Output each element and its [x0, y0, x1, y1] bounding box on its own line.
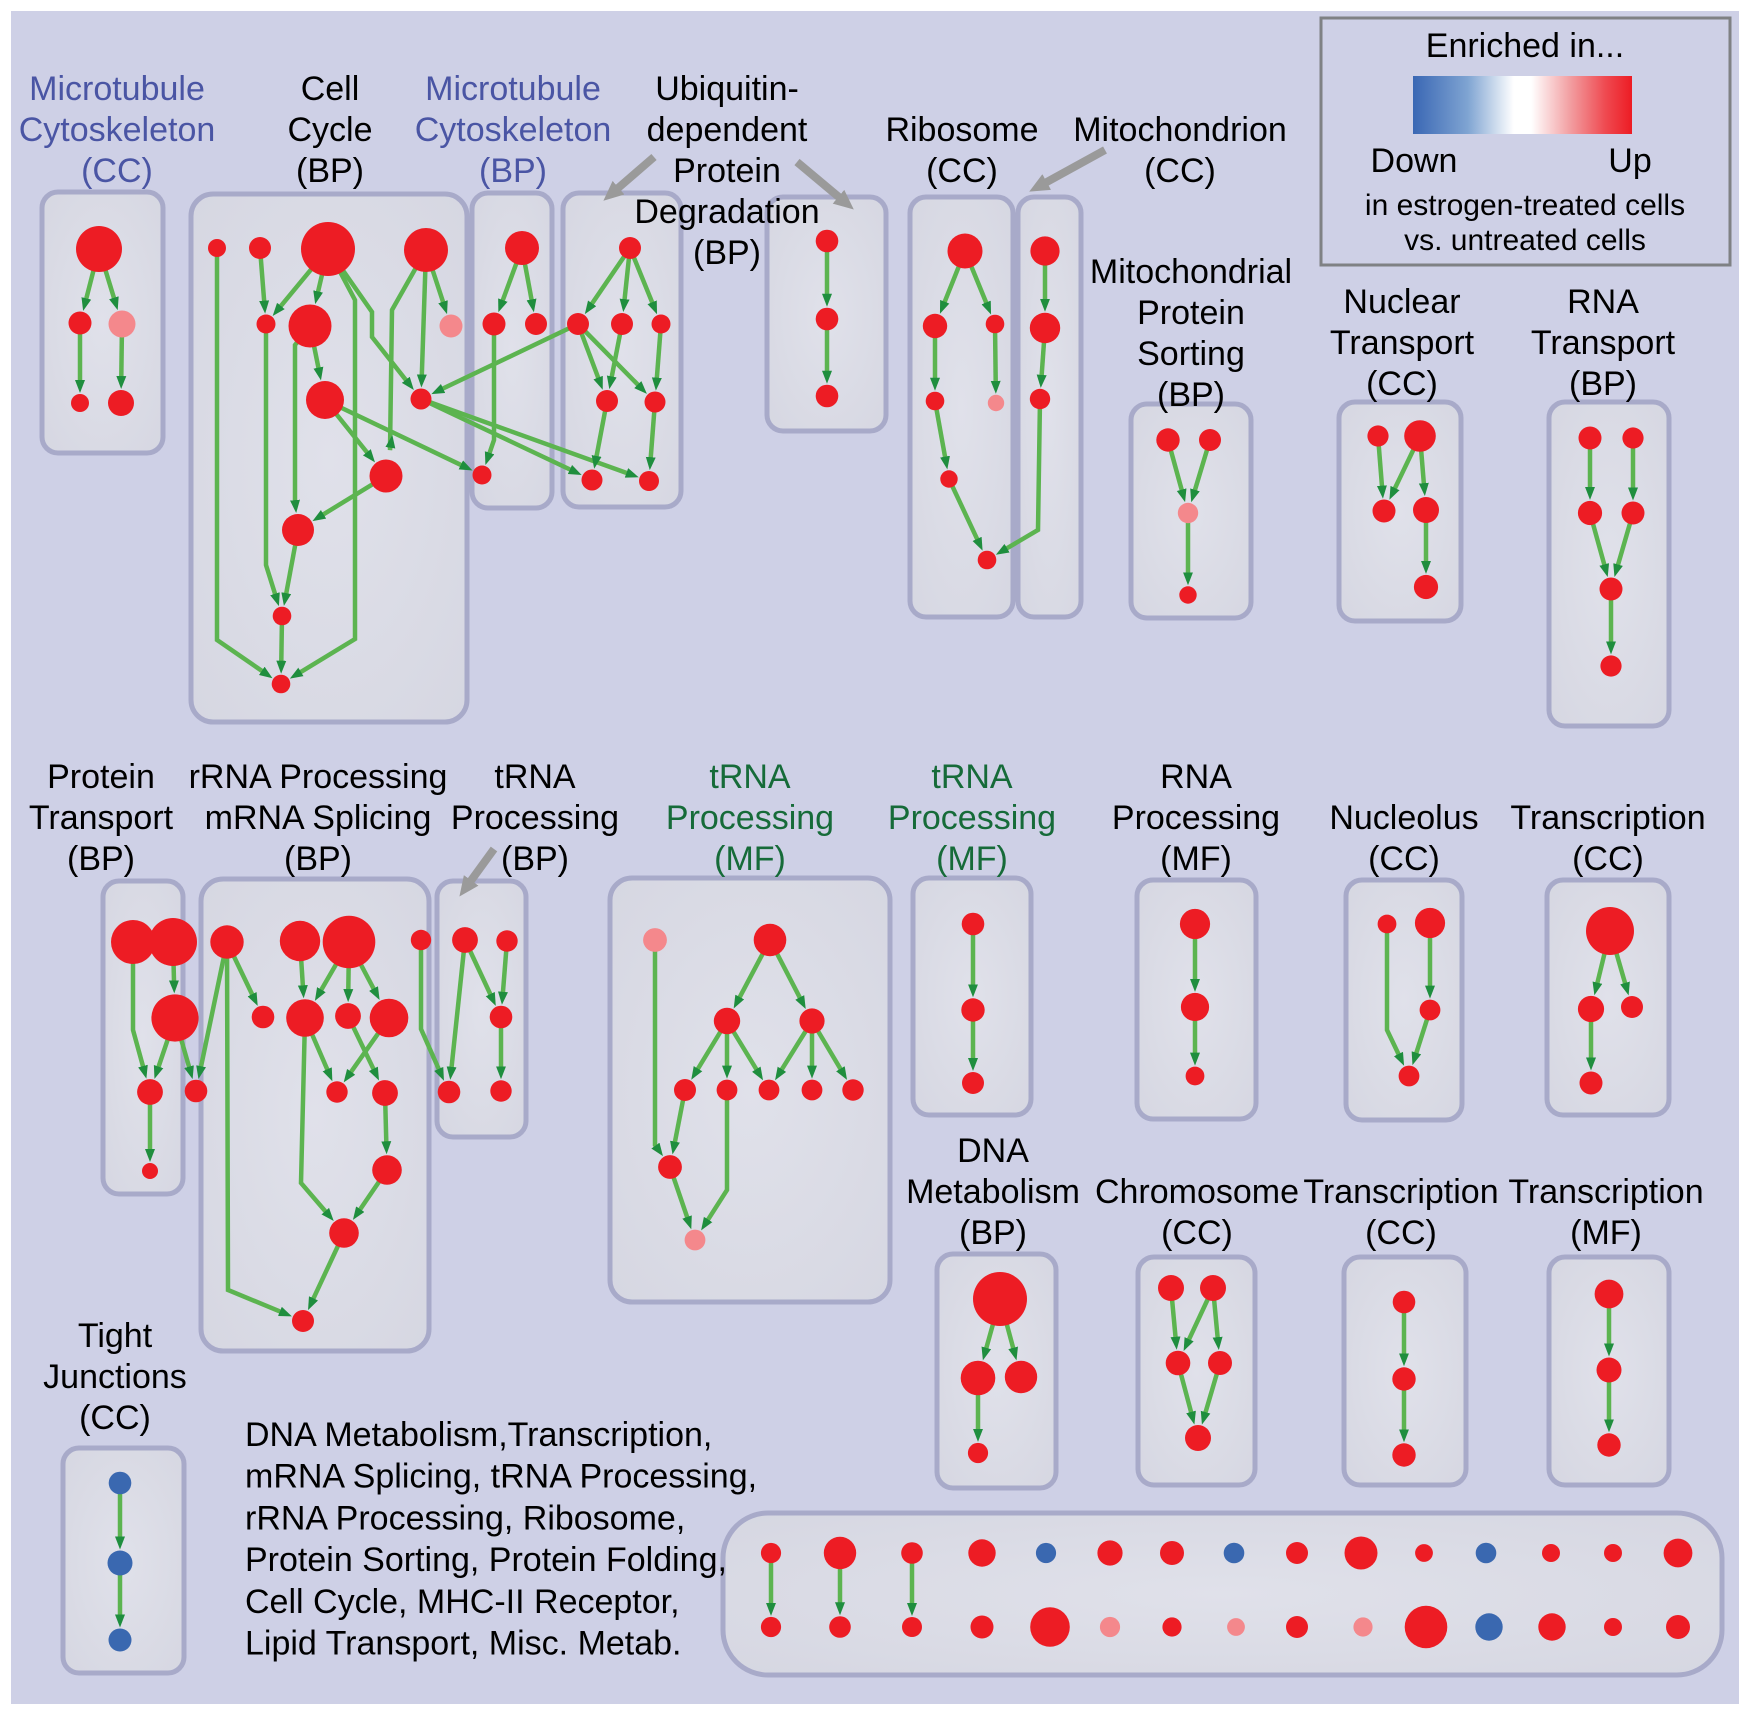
svg-text:RNA: RNA — [1567, 283, 1639, 321]
svg-text:tRNA: tRNA — [931, 758, 1013, 796]
svg-text:rRNA Processing, Ribosome,: rRNA Processing, Ribosome, — [245, 1499, 685, 1537]
svg-text:Processing: Processing — [888, 799, 1056, 837]
svg-text:Protein: Protein — [1137, 294, 1245, 332]
svg-text:(CC): (CC) — [1368, 840, 1440, 878]
svg-text:(CC): (CC) — [1144, 152, 1216, 190]
svg-text:Transcription: Transcription — [1303, 1173, 1498, 1211]
svg-text:RNA: RNA — [1160, 758, 1232, 796]
svg-text:(CC): (CC) — [1161, 1214, 1233, 1252]
svg-text:mRNA Splicing: mRNA Splicing — [205, 799, 432, 837]
svg-text:Ubiquitin-: Ubiquitin- — [655, 70, 799, 108]
svg-text:(CC): (CC) — [79, 1399, 151, 1437]
svg-text:Metabolism: Metabolism — [906, 1173, 1080, 1211]
svg-text:vs. untreated cells: vs. untreated cells — [1404, 224, 1646, 257]
svg-text:Microtubule: Microtubule — [425, 70, 601, 108]
svg-text:Processing: Processing — [666, 799, 834, 837]
svg-text:Enriched in...: Enriched in... — [1426, 27, 1624, 65]
svg-text:Microtubule: Microtubule — [29, 70, 205, 108]
svg-text:Transport: Transport — [1330, 324, 1475, 362]
svg-text:Protein: Protein — [673, 152, 781, 190]
svg-text:(CC): (CC) — [1572, 840, 1644, 878]
svg-text:(CC): (CC) — [81, 152, 153, 190]
svg-text:Cytoskeleton: Cytoskeleton — [415, 111, 612, 149]
svg-text:(BP): (BP) — [296, 152, 364, 190]
svg-text:(BP): (BP) — [1569, 365, 1637, 403]
svg-text:tRNA: tRNA — [709, 758, 791, 796]
svg-text:(MF): (MF) — [936, 840, 1008, 878]
svg-text:(BP): (BP) — [284, 840, 352, 878]
svg-text:Lipid Transport, Misc. Metab.: Lipid Transport, Misc. Metab. — [245, 1625, 682, 1663]
svg-text:(BP): (BP) — [693, 234, 761, 272]
svg-text:tRNA: tRNA — [494, 758, 576, 796]
svg-text:Nucleolus: Nucleolus — [1329, 799, 1478, 837]
svg-text:(MF): (MF) — [1570, 1214, 1642, 1252]
svg-text:Nuclear: Nuclear — [1343, 283, 1460, 321]
svg-text:(CC): (CC) — [1365, 1214, 1437, 1252]
svg-text:Tight: Tight — [78, 1317, 153, 1355]
svg-text:Protein Sorting, Protein Foldi: Protein Sorting, Protein Folding, — [245, 1541, 727, 1579]
svg-text:Transport: Transport — [29, 799, 174, 837]
svg-text:in estrogen-treated cells: in estrogen-treated cells — [1365, 189, 1685, 222]
svg-text:Down: Down — [1371, 142, 1458, 180]
svg-text:Transcription: Transcription — [1508, 1173, 1703, 1211]
svg-text:(BP): (BP) — [1157, 376, 1225, 414]
svg-text:Cytoskeleton: Cytoskeleton — [19, 111, 216, 149]
svg-text:Ribosome: Ribosome — [885, 111, 1038, 149]
svg-text:Mitochondrial: Mitochondrial — [1090, 253, 1292, 291]
svg-text:Transport: Transport — [1531, 324, 1676, 362]
svg-text:Protein: Protein — [47, 758, 155, 796]
svg-text:Cell Cycle, MHC-II Receptor,: Cell Cycle, MHC-II Receptor, — [245, 1583, 680, 1621]
svg-text:Chromosome: Chromosome — [1095, 1173, 1299, 1211]
svg-text:(MF): (MF) — [1160, 840, 1232, 878]
svg-text:(CC): (CC) — [1366, 365, 1438, 403]
svg-text:(BP): (BP) — [67, 840, 135, 878]
svg-text:mRNA Splicing, tRNA Processing: mRNA Splicing, tRNA Processing, — [245, 1458, 757, 1496]
svg-text:Processing: Processing — [1112, 799, 1280, 837]
svg-text:Cell: Cell — [301, 70, 360, 108]
svg-text:Up: Up — [1608, 142, 1651, 180]
svg-text:(MF): (MF) — [714, 840, 786, 878]
svg-text:rRNA Processing: rRNA Processing — [189, 758, 448, 796]
svg-text:Processing: Processing — [451, 799, 619, 837]
svg-text:DNA: DNA — [957, 1132, 1029, 1170]
svg-text:Cycle: Cycle — [287, 111, 372, 149]
svg-text:Mitochondrion: Mitochondrion — [1073, 111, 1287, 149]
svg-text:Transcription: Transcription — [1510, 799, 1705, 837]
svg-text:dependent: dependent — [647, 111, 808, 149]
svg-text:Junctions: Junctions — [43, 1358, 187, 1396]
svg-text:(BP): (BP) — [501, 840, 569, 878]
svg-text:(BP): (BP) — [479, 152, 547, 190]
svg-text:Degradation: Degradation — [634, 193, 819, 231]
svg-text:(BP): (BP) — [959, 1214, 1027, 1252]
svg-text:Sorting: Sorting — [1137, 335, 1245, 373]
svg-text:DNA Metabolism,Transcription,: DNA Metabolism,Transcription, — [245, 1416, 712, 1454]
svg-text:(CC): (CC) — [926, 152, 998, 190]
